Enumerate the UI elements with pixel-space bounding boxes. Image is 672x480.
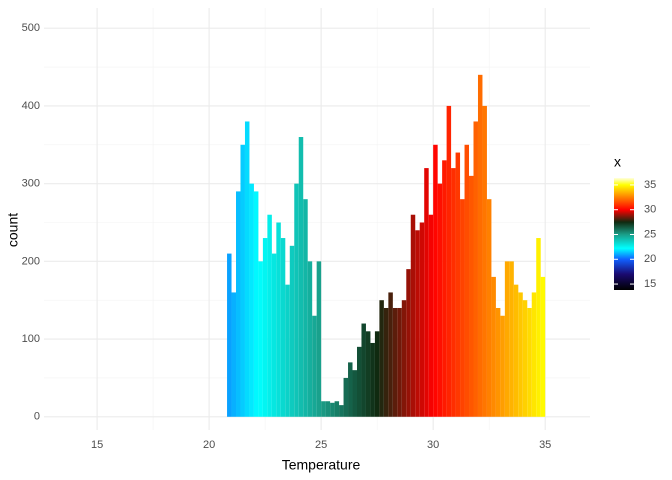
bar bbox=[469, 175, 474, 417]
bar bbox=[330, 402, 335, 417]
bar bbox=[383, 307, 389, 417]
bar bbox=[513, 284, 519, 417]
y-tick-label: 0 bbox=[34, 411, 40, 423]
bar bbox=[370, 342, 375, 417]
bar bbox=[276, 222, 281, 417]
legend-label: 35 bbox=[644, 179, 656, 191]
legend-title: x bbox=[614, 154, 621, 170]
y-tick-label: 500 bbox=[22, 22, 40, 34]
bar bbox=[339, 405, 344, 417]
bar bbox=[410, 214, 416, 417]
bar bbox=[428, 214, 434, 417]
x-tick-label: 35 bbox=[539, 439, 551, 451]
x-tick-label: 15 bbox=[91, 439, 103, 451]
legend-label: 20 bbox=[644, 253, 656, 265]
bar bbox=[477, 74, 483, 417]
legend-colorbar bbox=[614, 178, 634, 290]
bar bbox=[473, 121, 478, 417]
bar bbox=[244, 121, 250, 417]
bar bbox=[307, 261, 313, 417]
bar bbox=[500, 315, 505, 417]
bar bbox=[460, 199, 465, 417]
bar bbox=[491, 276, 496, 417]
bar bbox=[437, 183, 443, 417]
bar bbox=[379, 300, 384, 417]
bar bbox=[522, 300, 528, 417]
bar bbox=[325, 401, 331, 417]
bar bbox=[495, 307, 501, 417]
bar bbox=[334, 401, 340, 417]
bar bbox=[446, 105, 452, 417]
bar bbox=[352, 370, 357, 417]
bar bbox=[298, 137, 304, 417]
bar bbox=[518, 292, 523, 417]
bar bbox=[424, 168, 429, 417]
bar bbox=[527, 307, 532, 417]
y-tick-label: 100 bbox=[22, 333, 40, 345]
bar bbox=[397, 307, 402, 417]
bar bbox=[509, 261, 514, 417]
bar bbox=[433, 144, 438, 417]
bar bbox=[455, 152, 461, 417]
bar bbox=[442, 160, 447, 417]
bar bbox=[482, 105, 487, 417]
bar bbox=[464, 144, 470, 417]
bar bbox=[540, 276, 546, 417]
y-tick-label: 200 bbox=[22, 255, 40, 267]
bar bbox=[415, 230, 420, 417]
bar bbox=[267, 214, 272, 417]
bar bbox=[406, 269, 411, 417]
bar bbox=[262, 238, 268, 417]
y-axis-title: count bbox=[5, 213, 21, 247]
bar bbox=[294, 183, 299, 417]
bar bbox=[289, 245, 295, 417]
y-tick-label: 400 bbox=[22, 100, 40, 112]
bar bbox=[401, 300, 407, 417]
bar bbox=[486, 199, 492, 417]
bar bbox=[392, 307, 398, 417]
legend-label: 15 bbox=[644, 278, 656, 290]
bar bbox=[536, 238, 541, 417]
bar bbox=[356, 346, 362, 417]
x-axis-title: Temperature bbox=[282, 457, 361, 473]
bar bbox=[236, 191, 241, 417]
legend-label: 30 bbox=[644, 204, 656, 216]
bar bbox=[504, 261, 510, 417]
bar bbox=[531, 292, 537, 417]
bar bbox=[258, 261, 263, 417]
bar bbox=[249, 183, 254, 417]
bar bbox=[253, 191, 259, 417]
bar bbox=[240, 144, 245, 417]
bar bbox=[419, 222, 425, 417]
x-tick-label: 30 bbox=[427, 439, 439, 451]
bar bbox=[361, 323, 366, 417]
y-tick-label: 300 bbox=[22, 178, 40, 190]
bar bbox=[321, 401, 326, 417]
x-tick-label: 25 bbox=[315, 439, 327, 451]
bar bbox=[374, 331, 380, 417]
bar bbox=[280, 238, 286, 417]
x-tick-label: 20 bbox=[203, 439, 215, 451]
bar bbox=[365, 331, 371, 417]
bar bbox=[303, 199, 308, 417]
bar bbox=[271, 253, 277, 417]
bar bbox=[227, 253, 232, 417]
bar bbox=[285, 284, 290, 417]
bar bbox=[316, 261, 322, 417]
bar bbox=[388, 292, 393, 417]
bar bbox=[312, 315, 317, 417]
bar bbox=[231, 292, 237, 417]
legend-label: 25 bbox=[644, 228, 656, 240]
bar bbox=[343, 377, 349, 417]
bar bbox=[348, 362, 353, 417]
bar bbox=[451, 168, 456, 417]
